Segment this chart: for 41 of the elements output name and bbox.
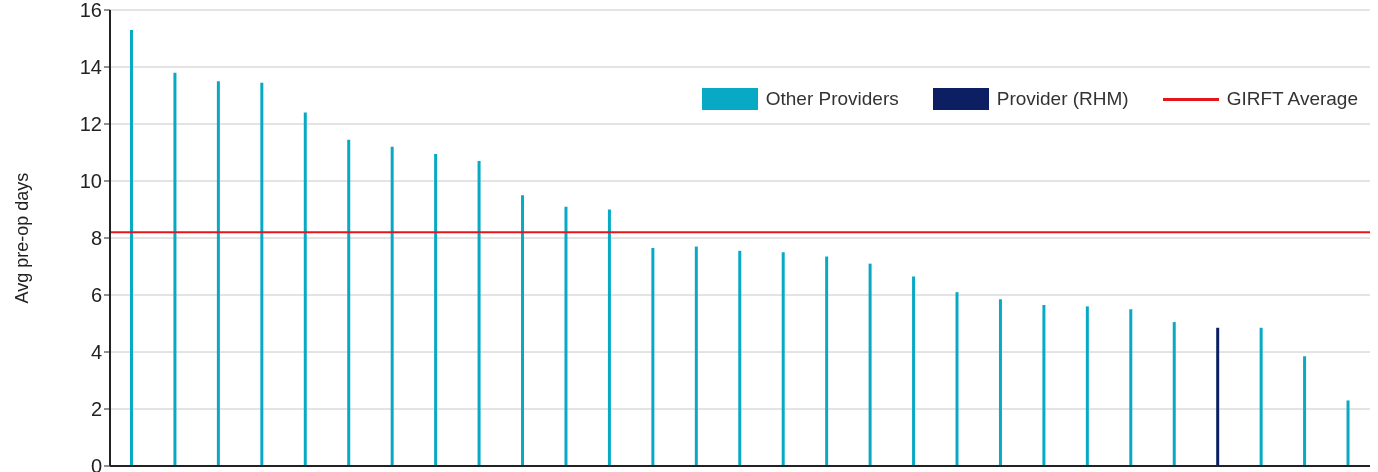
bar bbox=[607, 209, 611, 466]
bar bbox=[694, 246, 698, 466]
bar bbox=[477, 161, 481, 466]
bar bbox=[129, 29, 133, 466]
bar bbox=[1346, 400, 1350, 466]
bar bbox=[347, 139, 351, 466]
bar bbox=[1172, 322, 1176, 466]
bar bbox=[998, 299, 1002, 466]
y-tick-label: 10 bbox=[79, 170, 102, 193]
bar bbox=[955, 292, 959, 466]
bar bbox=[434, 153, 438, 466]
bar bbox=[564, 206, 568, 466]
bar bbox=[173, 72, 177, 466]
y-tick-label: 16 bbox=[79, 0, 102, 22]
bar bbox=[912, 276, 916, 466]
y-tick-label: 6 bbox=[90, 284, 102, 307]
y-tick-label: 12 bbox=[79, 113, 102, 136]
y-tick-label: 8 bbox=[90, 227, 102, 250]
bar bbox=[1259, 327, 1263, 466]
legend-label: Provider (RHM) bbox=[996, 88, 1129, 110]
y-axis-title: Avg pre-op days bbox=[12, 172, 33, 304]
bar bbox=[216, 81, 220, 466]
bar bbox=[303, 112, 307, 466]
legend-label: Other Providers bbox=[765, 88, 899, 110]
legend-label: GIRFT Average bbox=[1226, 88, 1358, 110]
bar bbox=[521, 195, 525, 466]
bar bbox=[1216, 327, 1220, 466]
y-tick-label: 14 bbox=[79, 56, 102, 79]
bar bbox=[825, 256, 829, 466]
y-tick-label: 2 bbox=[90, 398, 102, 421]
bar bbox=[868, 263, 872, 466]
bar bbox=[390, 146, 394, 466]
bar bbox=[781, 252, 785, 466]
y-tick-label: 4 bbox=[90, 341, 102, 364]
bar bbox=[1042, 304, 1046, 466]
bar bbox=[1129, 309, 1133, 466]
bar bbox=[651, 247, 655, 466]
bar bbox=[1303, 356, 1307, 466]
bar bbox=[260, 82, 264, 466]
bar bbox=[738, 250, 742, 466]
bar bbox=[1085, 306, 1089, 466]
